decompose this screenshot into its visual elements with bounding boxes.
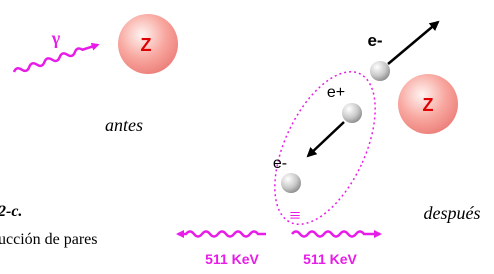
arrow [308, 122, 344, 156]
nucleus-label: Z [423, 95, 434, 115]
diagram: γ Z antes Z e- e+ e- ≡ 511 KeV 511 KeV d… [0, 0, 494, 274]
electron-sphere [281, 173, 301, 193]
electron-label: e- [273, 155, 287, 172]
nucleus-label: Z [141, 35, 152, 55]
pair-ellipse [254, 57, 396, 239]
photon-label: γ [51, 28, 61, 48]
energy-label: 511 KeV [303, 251, 357, 267]
arrow [388, 22, 438, 64]
electron-label: e- [367, 31, 382, 50]
figure-number: 2-c. [0, 203, 22, 220]
photon-wave [178, 232, 266, 237]
photon-wave [292, 232, 380, 237]
positron-sphere [342, 103, 362, 123]
caption: antes [105, 115, 143, 135]
electron-sphere [370, 61, 390, 81]
figure-caption: ucción de pares [0, 231, 98, 248]
caption: después [424, 203, 481, 223]
equivalence: ≡ [289, 205, 300, 227]
energy-label: 511 KeV [205, 251, 259, 267]
positron-label: e+ [327, 84, 345, 101]
